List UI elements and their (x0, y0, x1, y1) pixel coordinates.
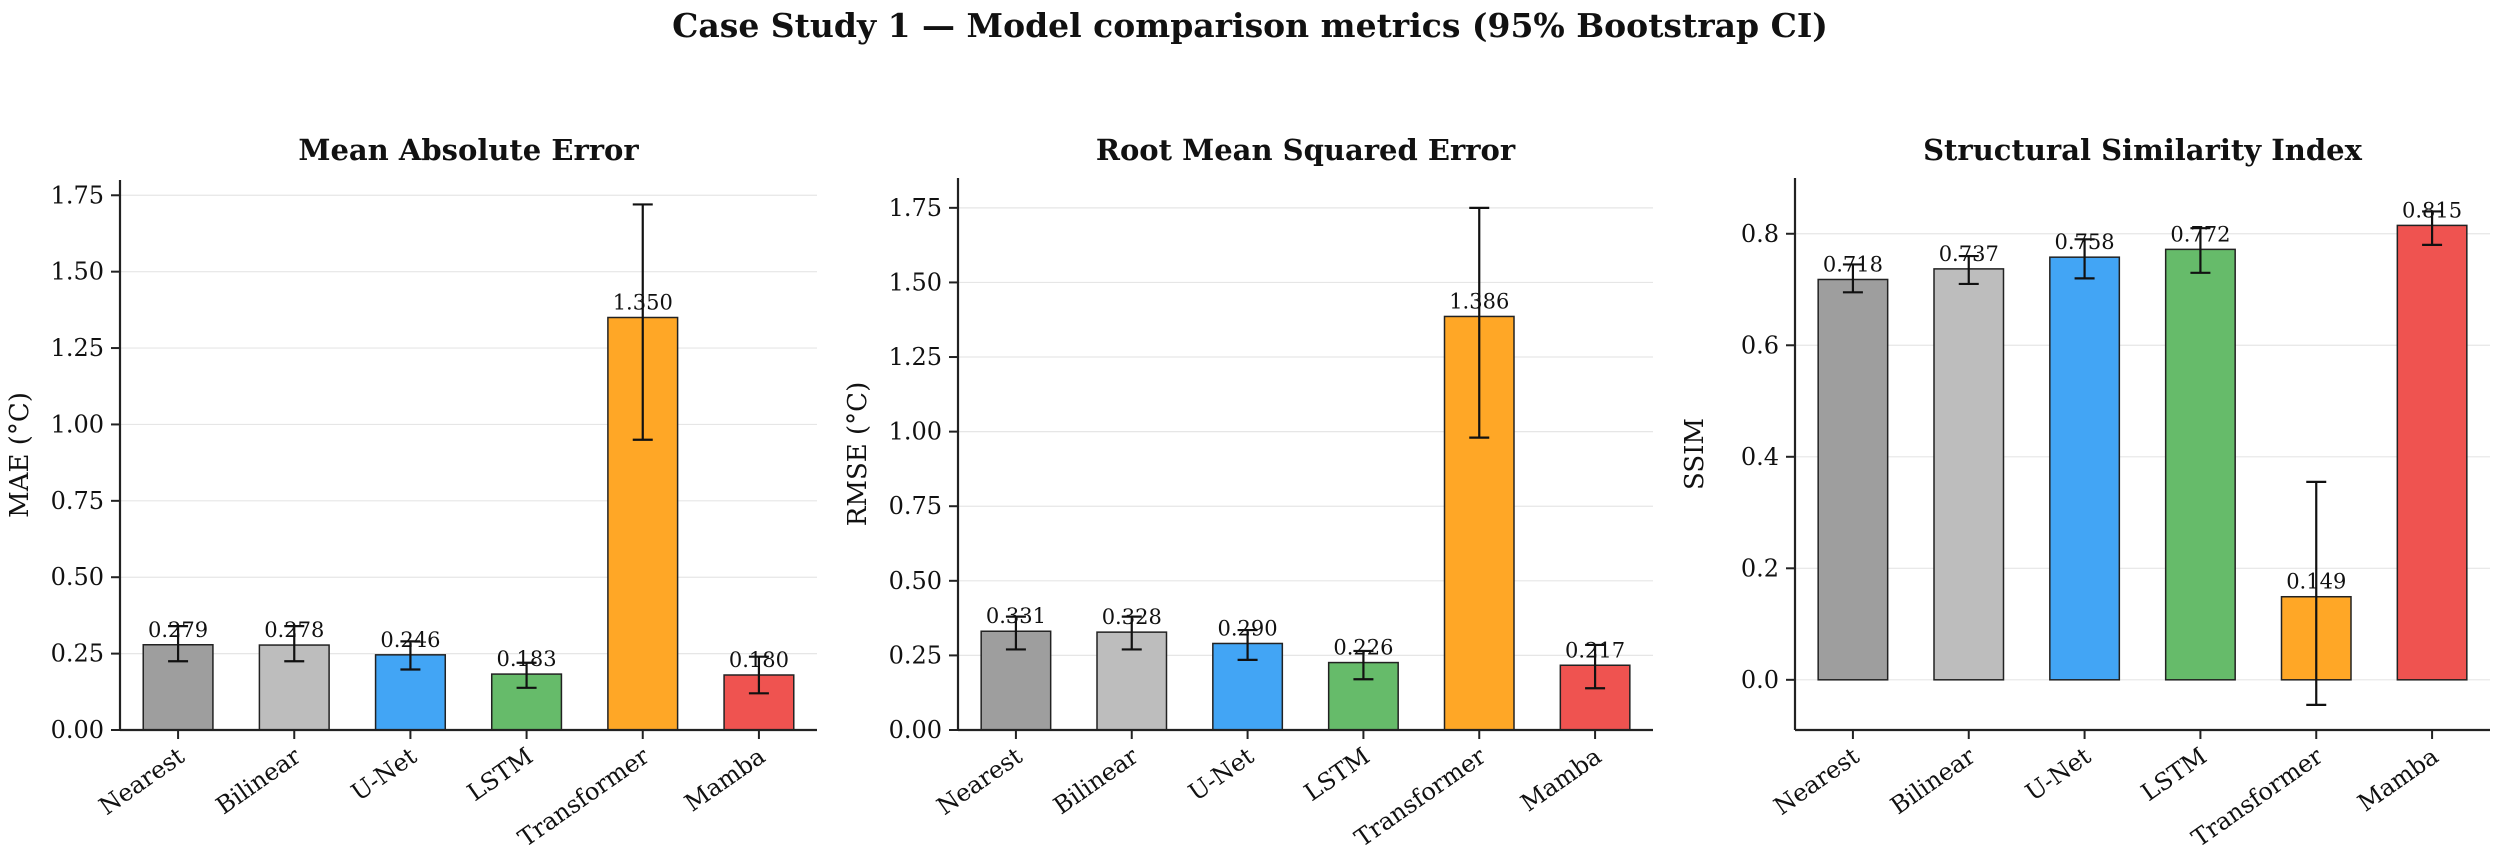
y-tick-label: 1.75 (51, 181, 104, 209)
y-tick-label: 1.00 (51, 410, 104, 438)
y-tick-label: 0.50 (51, 563, 104, 591)
data-label: 1.386 (1449, 289, 1509, 313)
chart-panel-3: 0.0 0.2 0.4 0.6 0.8 0.718 0.737 0.758 0.772 0.149… (1680, 133, 2490, 853)
y-tick-label: 1.50 (889, 268, 942, 296)
data-label: 0.331 (986, 604, 1046, 628)
data-label: 0.718 (1823, 252, 1883, 276)
x-tick-label: Nearest (932, 742, 1028, 821)
x-tick-label: LSTM (462, 742, 538, 807)
y-tick-label: 1.50 (51, 258, 104, 286)
x-tick-label: U-Net (1183, 742, 1259, 807)
y-tick-label: 1.00 (889, 418, 942, 446)
x-tick-label: Nearest (1769, 742, 1865, 821)
data-label: 0.217 (1565, 638, 1625, 662)
data-label: 0.758 (2055, 230, 2115, 254)
figure-title: Case Study 1 — Model comparison metrics … (672, 6, 1828, 45)
y-tick-label: 0.75 (889, 492, 942, 520)
chart-title: Root Mean Squared Error (1096, 133, 1516, 167)
y-tick-label: 0.00 (51, 716, 104, 744)
y-tick-label: 0.75 (51, 487, 104, 515)
x-tick-label: Transformer (2186, 742, 2328, 853)
x-tick-label: Transformer (1349, 742, 1491, 853)
y-axis-label: SSIM (1680, 418, 1710, 490)
y-tick-label: 0.50 (889, 567, 942, 595)
y-tick-label: 0.0 (1741, 666, 1779, 694)
bar-lstm (2164, 248, 2236, 681)
x-tick-label: Bilinear (1885, 742, 1980, 820)
x-tick-label: U-Net (2020, 742, 2096, 807)
y-tick-label: 1.25 (889, 343, 942, 371)
data-label: 0.772 (2170, 222, 2230, 246)
data-label: 1.350 (613, 291, 673, 315)
y-tick-label: 0.6 (1741, 331, 1779, 359)
bar-nearest (1817, 278, 1889, 681)
y-tick-label: 0.4 (1741, 443, 1779, 471)
chart-panel-1: 0.00 0.25 0.50 0.75 1.00 1.25 1.50 1.75 0.279 0.2… (5, 133, 817, 853)
chart-title: Structural Similarity Index (1923, 133, 2363, 167)
y-tick-label: 0.2 (1741, 554, 1779, 582)
chart-panel-2: 0.00 0.25 0.50 0.75 1.00 1.25 1.50 1.75 0.331 0.3… (843, 133, 1653, 853)
data-label: 0.815 (2402, 198, 2462, 222)
data-label: 0.180 (729, 648, 789, 672)
bar-bilinear (1933, 268, 2005, 681)
y-axis-label: MAE (°C) (5, 392, 35, 518)
data-label: 0.149 (2286, 570, 2346, 594)
x-tick-label: Mamba (1516, 742, 1607, 817)
data-label: 0.278 (264, 618, 324, 642)
x-tick-label: Bilinear (1048, 742, 1143, 820)
y-tick-label: 0.8 (1741, 220, 1779, 248)
chart-title: Mean Absolute Error (298, 133, 639, 167)
x-tick-label: Nearest (94, 742, 190, 821)
x-tick-label: Bilinear (211, 742, 306, 820)
y-tick-label: 0.25 (51, 640, 104, 668)
bar-mamba (2396, 224, 2468, 681)
y-tick-label: 1.75 (889, 194, 942, 222)
data-label: 0.328 (1102, 605, 1162, 629)
bar-u-net (2049, 256, 2121, 681)
data-label: 0.290 (1218, 616, 1278, 640)
x-tick-label: U-Net (346, 742, 422, 807)
y-tick-label: 0.00 (889, 716, 942, 744)
data-label: 0.737 (1939, 242, 1999, 266)
data-label: 0.183 (497, 647, 557, 671)
bar-bilinear (1096, 631, 1168, 731)
data-label: 0.279 (148, 618, 208, 642)
x-tick-label: Transformer (513, 742, 655, 853)
data-label: 0.246 (380, 628, 440, 652)
data-label: 0.226 (1333, 636, 1393, 660)
x-tick-label: LSTM (1299, 742, 1375, 807)
y-tick-label: 1.25 (51, 334, 104, 362)
x-tick-label: Mamba (2353, 742, 2444, 817)
y-tick-label: 0.25 (889, 641, 942, 669)
x-tick-label: LSTM (2136, 742, 2212, 807)
y-axis-label: RMSE (°C) (843, 382, 873, 526)
x-tick-label: Mamba (679, 742, 770, 817)
